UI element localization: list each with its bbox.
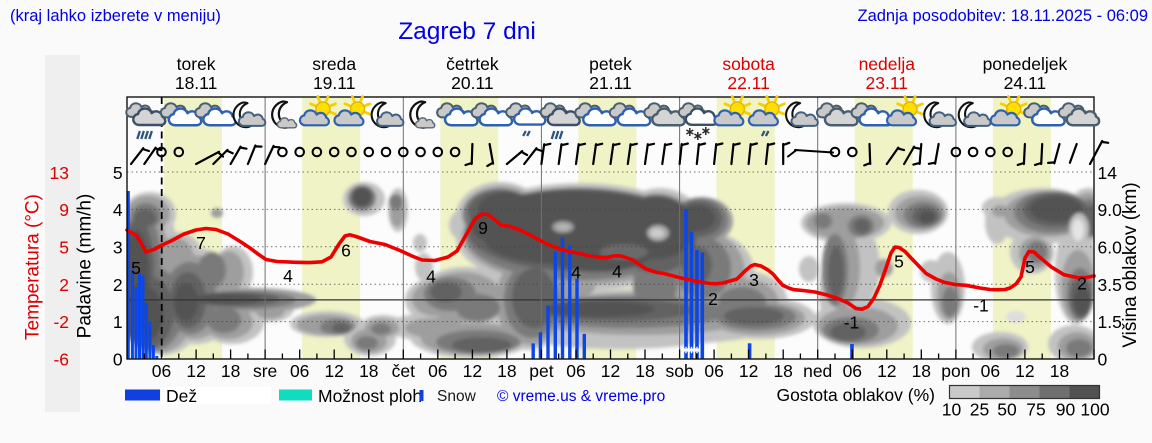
svg-text:9.0: 9.0 [1098,200,1123,220]
svg-text:torek: torek [177,54,216,74]
svg-text:sobota: sobota [722,54,775,74]
svg-text:4: 4 [426,267,436,287]
svg-text:-1: -1 [844,313,860,333]
svg-text:06: 06 [843,361,862,381]
svg-text:Gostota oblakov (%): Gostota oblakov (%) [776,385,935,405]
svg-text:ponedeljek: ponedeljek [983,54,1068,74]
svg-text:06: 06 [566,361,585,381]
svg-text:pon: pon [941,361,970,381]
svg-text:06: 06 [428,361,447,381]
svg-text:21.11: 21.11 [589,73,632,93]
svg-text:-1: -1 [973,296,989,316]
svg-text:90: 90 [1056,400,1076,420]
svg-text:06: 06 [290,361,309,381]
svg-text:3.5: 3.5 [1098,275,1122,295]
svg-text:Možnost ploh: Možnost ploh [318,386,422,406]
svg-text:4: 4 [571,263,581,283]
svg-text:25: 25 [970,400,989,420]
svg-text:Temperatura (°C): Temperatura (°C) [23,194,44,340]
svg-text:20.11: 20.11 [451,73,494,93]
svg-text:18: 18 [912,361,931,381]
svg-text:75: 75 [1026,400,1045,420]
svg-text:06: 06 [981,361,1000,381]
svg-text:Zadnja posodobitev: 18.11.2025: Zadnja posodobitev: 18.11.2025 - 06:09 [858,7,1149,25]
svg-text:2: 2 [59,275,69,295]
svg-text:12: 12 [739,361,758,381]
svg-text:4: 4 [113,200,123,220]
svg-text:12: 12 [601,361,620,381]
svg-text:14: 14 [1098,163,1118,183]
svg-text:18: 18 [221,361,240,381]
svg-text:2: 2 [113,275,123,295]
svg-text:čet: čet [392,361,415,381]
svg-text:22.11: 22.11 [727,73,770,93]
svg-text:5: 5 [131,258,141,278]
svg-text:19.11: 19.11 [313,73,356,93]
svg-text:pet: pet [529,361,553,381]
svg-text:1.5: 1.5 [1098,312,1122,332]
svg-text:4: 4 [612,262,622,282]
svg-text:50: 50 [997,400,1017,420]
svg-text:12: 12 [877,361,896,381]
svg-text:sreda: sreda [312,54,356,74]
svg-text:(kraj lahko izberete v meniju): (kraj lahko izberete v meniju) [10,7,221,25]
svg-text:2: 2 [708,289,718,309]
svg-text:0: 0 [1098,350,1108,370]
svg-text:9: 9 [59,200,69,220]
svg-text:0: 0 [113,350,123,370]
svg-text:petek: petek [589,54,632,74]
svg-text:6: 6 [341,241,351,261]
svg-text:18: 18 [773,361,792,381]
svg-text:18: 18 [1050,361,1069,381]
svg-text:12: 12 [186,361,205,381]
svg-text:4: 4 [283,266,293,286]
svg-text:06: 06 [704,361,723,381]
svg-text:sre: sre [253,361,277,381]
svg-text:Zagreb 7 dni: Zagreb 7 dni [398,18,536,45]
svg-text:18: 18 [497,361,516,381]
svg-text:Snow: Snow [437,388,477,405]
svg-text:ned: ned [803,361,832,381]
svg-text:23.11: 23.11 [866,73,909,93]
svg-text:24.11: 24.11 [1004,73,1047,93]
svg-text:-2: -2 [53,312,69,332]
svg-text:18: 18 [359,361,378,381]
svg-text:četrtek: četrtek [446,54,499,74]
svg-text:3: 3 [749,270,759,290]
svg-text:5: 5 [59,238,69,258]
svg-text:© vreme.us & vreme.pro: © vreme.us & vreme.pro [497,388,665,405]
svg-text:Dež: Dež [166,386,197,406]
svg-text:06: 06 [152,361,171,381]
svg-text:100: 100 [1080,400,1109,420]
svg-text:6.0: 6.0 [1098,238,1123,258]
svg-text:12: 12 [324,361,343,381]
svg-text:5: 5 [894,252,904,272]
svg-text:12: 12 [1015,361,1034,381]
svg-text:1: 1 [113,312,123,332]
svg-text:sob: sob [665,361,693,381]
svg-text:18.11: 18.11 [175,73,218,93]
svg-text:10: 10 [942,400,962,420]
svg-text:18: 18 [635,361,654,381]
svg-text:3: 3 [113,238,123,258]
svg-text:7: 7 [196,233,206,253]
svg-text:12: 12 [463,361,482,381]
svg-text:2: 2 [1077,274,1087,294]
svg-text:Padavine (mm/h): Padavine (mm/h) [75,194,96,339]
svg-text:5: 5 [1025,257,1035,277]
svg-text:13: 13 [50,163,69,183]
svg-text:-6: -6 [53,350,69,370]
svg-text:5: 5 [113,163,123,183]
svg-text:nedelja: nedelja [859,54,916,74]
svg-text:9: 9 [478,218,488,238]
svg-text:Višina oblakov (km): Višina oblakov (km) [1120,182,1141,347]
